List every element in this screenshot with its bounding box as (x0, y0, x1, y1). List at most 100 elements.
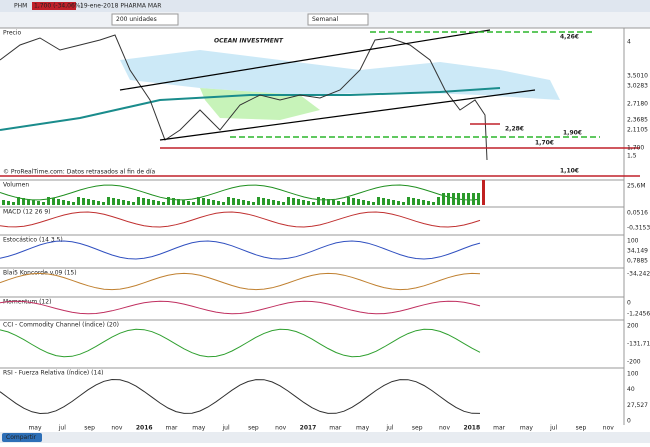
volume-bar (467, 193, 470, 205)
level-label: 1,10€ (560, 168, 579, 175)
quantity: 200 unidades (116, 16, 157, 23)
volume-bar (172, 198, 175, 205)
volume-bar (197, 197, 200, 205)
axis-label: 2,3685 (627, 117, 648, 124)
volume-bar (252, 202, 255, 205)
volume-bar (177, 199, 180, 205)
axis-label: 100 (627, 238, 639, 245)
volume-bar (17, 197, 20, 205)
quantity-select[interactable] (111, 13, 179, 26)
volume-bar (337, 201, 340, 205)
volume-bar (312, 202, 315, 205)
note: © ProRealTime.com: Datos retrasados al f… (3, 169, 156, 176)
axis-label: 4 (627, 39, 631, 46)
volume-bar (217, 201, 220, 205)
volume-bar (22, 198, 25, 205)
indicator-line (0, 184, 481, 201)
volume-bar (402, 202, 405, 205)
volume-bar (367, 201, 370, 205)
x-tick-label: jul (58, 425, 66, 432)
axis-label: -1,2456 (627, 311, 650, 318)
volume-bar (27, 199, 30, 205)
volume-bar (97, 201, 100, 205)
axis-label: 0 (627, 418, 631, 425)
volume-bar (292, 198, 295, 205)
volume-bar (267, 199, 270, 205)
volume-bar (442, 193, 445, 205)
price-line (0, 34, 488, 161)
volume-bar (147, 199, 150, 205)
axis-label: 0,7885 (627, 258, 648, 265)
volume-bar (157, 201, 160, 205)
volume-bar (287, 197, 290, 205)
axis-label: 0,0516 (627, 210, 648, 217)
axis-label: -200 (627, 359, 641, 366)
volume-bar (432, 202, 435, 205)
axis-label: 2,1105 (627, 127, 648, 134)
volume-bar (282, 202, 285, 205)
volume-bar (162, 202, 165, 205)
volume-bar (427, 201, 430, 205)
share-button[interactable] (2, 433, 42, 442)
volume-bar (462, 193, 465, 205)
x-tick-label: nov (603, 425, 614, 432)
x-tick-label: jul (385, 425, 393, 432)
x-tick-label: mar (329, 425, 342, 432)
volume-bar (47, 197, 50, 205)
change: 1,700 (-34,06%) (34, 3, 83, 10)
volume-bar (302, 200, 305, 205)
x-tick-label: mar (493, 425, 506, 432)
panel-title: Estocástico (14 3 5) (3, 237, 63, 244)
volume-bar (342, 202, 345, 205)
x-tick-label: sep (576, 425, 587, 432)
indicator-line (0, 240, 481, 260)
symbol: PHM (14, 3, 27, 10)
panel-title: RSI - Fuerza Relativa (índice) (14) (3, 370, 103, 377)
volume-bar (352, 198, 355, 205)
x-tick-label: may (192, 425, 206, 432)
volume-bar (472, 193, 475, 205)
volume-bar (412, 198, 415, 205)
axis-label: 25,6M (627, 183, 646, 190)
volume-bar (77, 197, 80, 205)
x-tick-label: jul (222, 425, 230, 432)
volume-bar (232, 198, 235, 205)
indicator-line (0, 328, 481, 358)
level-label: 4,26€ (560, 34, 579, 41)
volume-bar (417, 199, 420, 205)
volume-bar (377, 197, 380, 205)
volume-bar (167, 197, 170, 205)
axis-label: -34,242 (627, 271, 650, 278)
volume-bar (297, 199, 300, 205)
x-tick-label: mar (166, 425, 179, 432)
volume-bar (362, 200, 365, 205)
axis-label: 27,527 (627, 402, 648, 409)
period-select[interactable] (307, 13, 369, 26)
x-tick-label: may (28, 425, 42, 432)
axis-label: 200 (627, 323, 639, 330)
volume-bar (67, 201, 70, 205)
volume-bar (112, 198, 115, 205)
x-tick-label: nov (275, 425, 286, 432)
volume-bar (187, 201, 190, 205)
volume-bar (127, 201, 130, 205)
volume-bar (452, 193, 455, 205)
x-tick-label: 2017 (300, 425, 317, 432)
volume-bar (247, 201, 250, 205)
volume-bar (87, 199, 90, 205)
volume-bar (92, 200, 95, 205)
panel-label: Precio (3, 30, 22, 37)
x-tick-label: may (520, 425, 534, 432)
level-label: 1,70€ (535, 140, 554, 147)
volume-bar (37, 201, 40, 205)
volume-bar (152, 200, 155, 205)
level-label: 2,28€ (505, 126, 524, 133)
volume-bar (482, 180, 485, 205)
x-tick-label: sep (84, 425, 95, 432)
volume-bar (387, 199, 390, 205)
volume-bar (62, 200, 65, 205)
axis-label: 100 (627, 371, 639, 378)
channel (119, 29, 491, 91)
indicator-line (0, 378, 481, 415)
volume-bar (182, 200, 185, 205)
